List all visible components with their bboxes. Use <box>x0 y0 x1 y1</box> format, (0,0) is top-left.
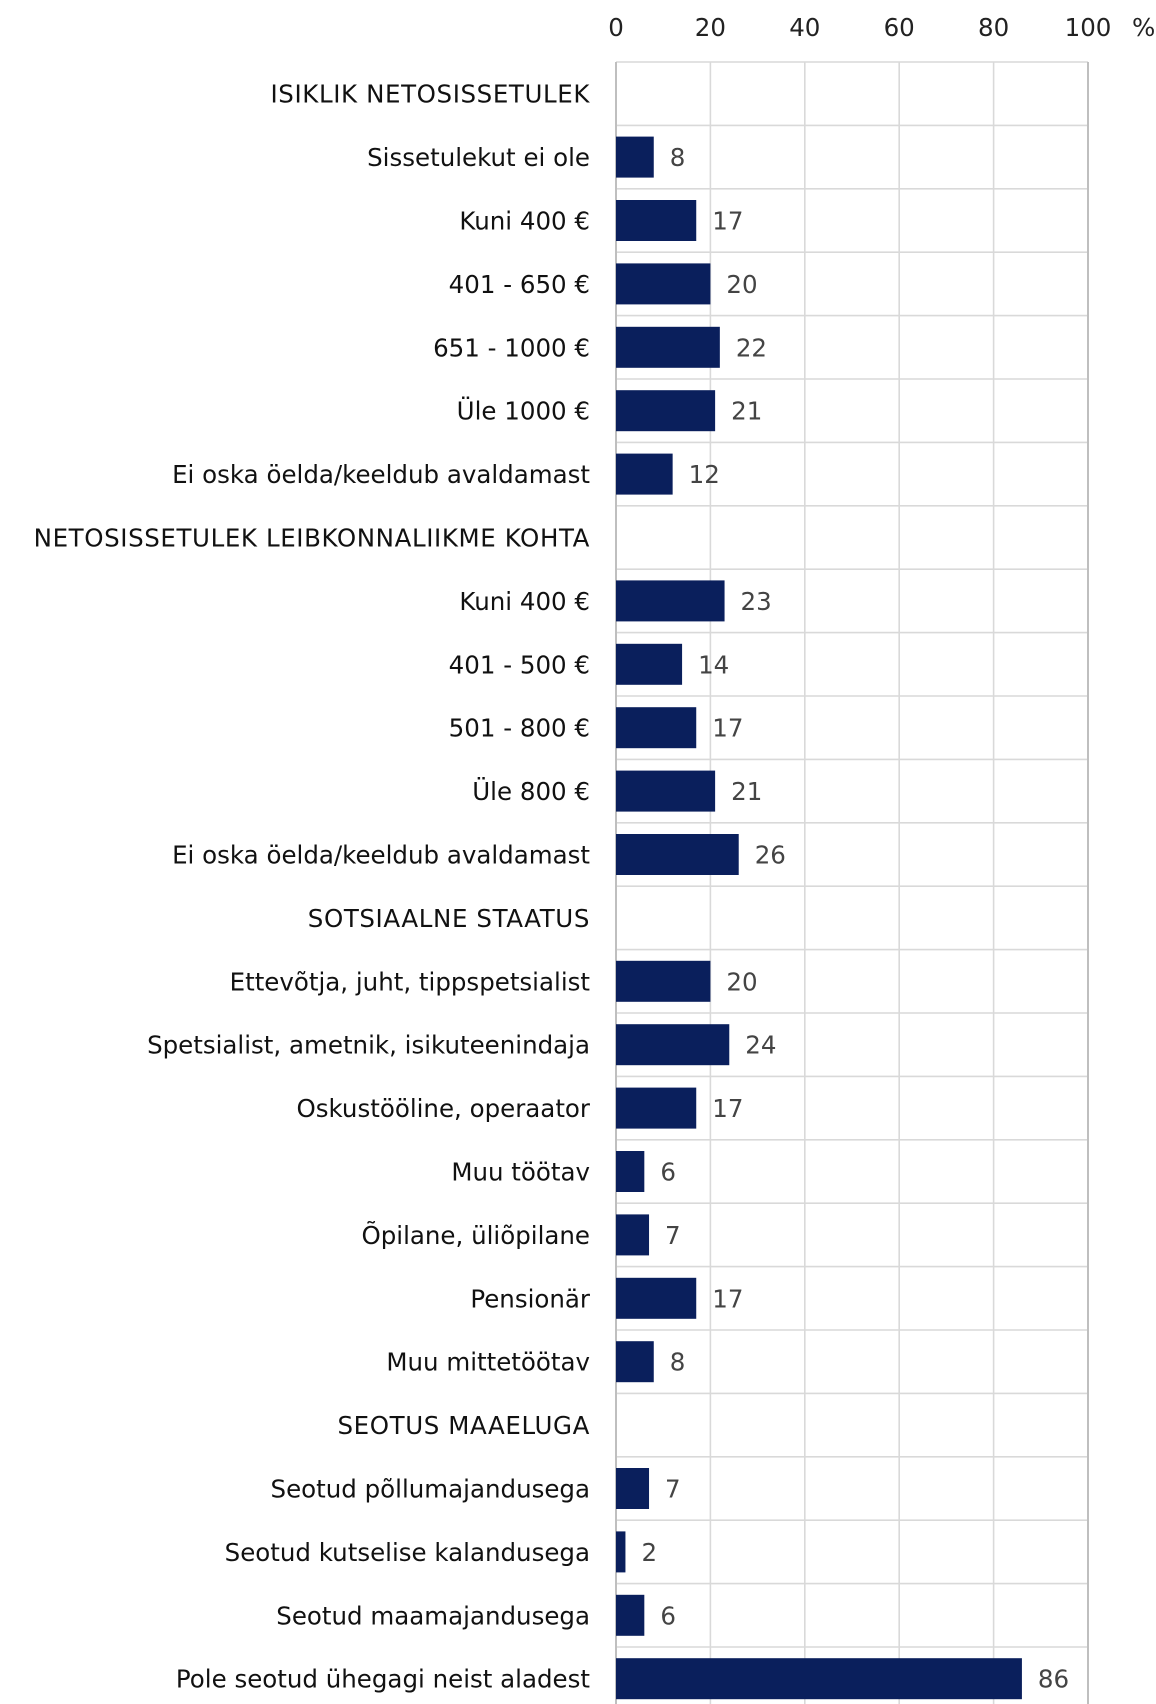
section-header-label: ISIKLIK NETOSISSETULEK <box>270 80 590 109</box>
bars <box>616 136 1022 1700</box>
bar <box>616 1214 650 1256</box>
bar <box>616 960 711 1002</box>
category-label: Spetsialist, ametnik, isikuteenindaja <box>147 1031 590 1060</box>
bar <box>616 453 673 495</box>
x-axis-ticks: 0 20 40 60 80 100% <box>608 13 1155 42</box>
value-label: 21 <box>731 777 762 806</box>
x-tick-label: 0 <box>608 13 624 42</box>
value-label: 20 <box>726 967 757 996</box>
bar <box>616 1658 1022 1700</box>
bar <box>616 1468 650 1509</box>
value-label: 17 <box>712 1094 743 1123</box>
x-tick-label: 20 <box>695 13 726 42</box>
category-label: Seotud põllumajandusega <box>271 1475 590 1504</box>
value-label: 6 <box>660 1601 676 1630</box>
section-header-label: NETOSISSETULEK LEIBKONNALIIKME KOHTA <box>34 524 590 553</box>
category-label: 401 - 500 € <box>449 650 590 679</box>
bar <box>616 707 697 749</box>
value-label: 7 <box>665 1475 681 1504</box>
bar <box>616 200 697 241</box>
bar <box>616 1151 645 1192</box>
bar <box>616 643 683 685</box>
section-header-label: SEOTUS MAAELUGA <box>338 1411 590 1440</box>
category-label: Oskustööline, operaator <box>296 1094 590 1123</box>
category-label: Pole seotud ühegagi neist aladest <box>176 1665 590 1694</box>
value-label: 21 <box>731 397 762 426</box>
category-label: 401 - 650 € <box>449 270 590 299</box>
category-label: Seotud kutselise kalandusega <box>225 1538 590 1567</box>
value-label: 7 <box>665 1221 681 1250</box>
category-label: Pensionär <box>470 1284 591 1313</box>
value-label: 23 <box>741 587 772 616</box>
value-label: 17 <box>712 207 743 236</box>
bar <box>616 390 716 432</box>
value-label: 8 <box>670 143 686 172</box>
category-label: Sissetulekut ei ole <box>367 143 590 172</box>
value-label: 20 <box>726 270 757 299</box>
x-tick-label: 60 <box>884 13 915 42</box>
value-label: 24 <box>745 1031 776 1060</box>
category-label: Muu mittetöötav <box>386 1348 590 1377</box>
bar <box>616 1277 697 1319</box>
bar <box>616 1341 654 1383</box>
value-label: 26 <box>755 841 786 870</box>
value-label: 2 <box>641 1538 657 1567</box>
category-label: Ettevõtja, juht, tippspetsialist <box>230 967 591 996</box>
category-labels: ISIKLIK NETOSISSETULEK Sissetulekut ei ol… <box>34 80 591 1694</box>
unit-label: % <box>1132 13 1155 42</box>
value-label: 86 <box>1038 1665 1069 1694</box>
value-label: 17 <box>712 714 743 743</box>
category-label: Õpilane, üliõpilane <box>361 1220 590 1250</box>
category-label: Seotud maamajandusega <box>276 1601 590 1630</box>
section-header-label: SOTSIAALNE STAATUS <box>308 904 590 933</box>
category-label: 501 - 800 € <box>449 714 590 743</box>
bar <box>616 326 720 368</box>
value-label: 6 <box>660 1158 676 1187</box>
category-label: Ei oska öelda/keeldub avaldamast <box>172 460 590 489</box>
x-tick-label: 100 <box>1065 13 1112 42</box>
category-label: Muu töötav <box>451 1158 590 1187</box>
value-label: 12 <box>689 460 720 489</box>
bar <box>616 1594 645 1636</box>
category-label: Kuni 400 € <box>459 587 590 616</box>
bar <box>616 580 725 622</box>
bar <box>616 263 711 305</box>
x-tick-label: 40 <box>789 13 820 42</box>
category-label: Üle 1000 € <box>457 397 590 426</box>
value-label: 14 <box>698 650 729 679</box>
category-label: Üle 800 € <box>472 777 590 806</box>
bar <box>616 1531 626 1573</box>
bar <box>616 834 739 875</box>
grid-lines <box>615 61 1089 1704</box>
x-tick-label: 80 <box>978 13 1009 42</box>
value-label: 8 <box>670 1348 686 1377</box>
value-label: 22 <box>736 333 767 362</box>
bar <box>616 770 716 812</box>
value-label: 17 <box>712 1284 743 1313</box>
bar <box>616 136 654 178</box>
category-label: 651 - 1000 € <box>433 333 590 362</box>
category-label: Kuni 400 € <box>459 207 590 236</box>
category-label: Ei oska öelda/keeldub avaldamast <box>172 841 590 870</box>
bar <box>616 1024 730 1066</box>
bar <box>616 1087 697 1129</box>
